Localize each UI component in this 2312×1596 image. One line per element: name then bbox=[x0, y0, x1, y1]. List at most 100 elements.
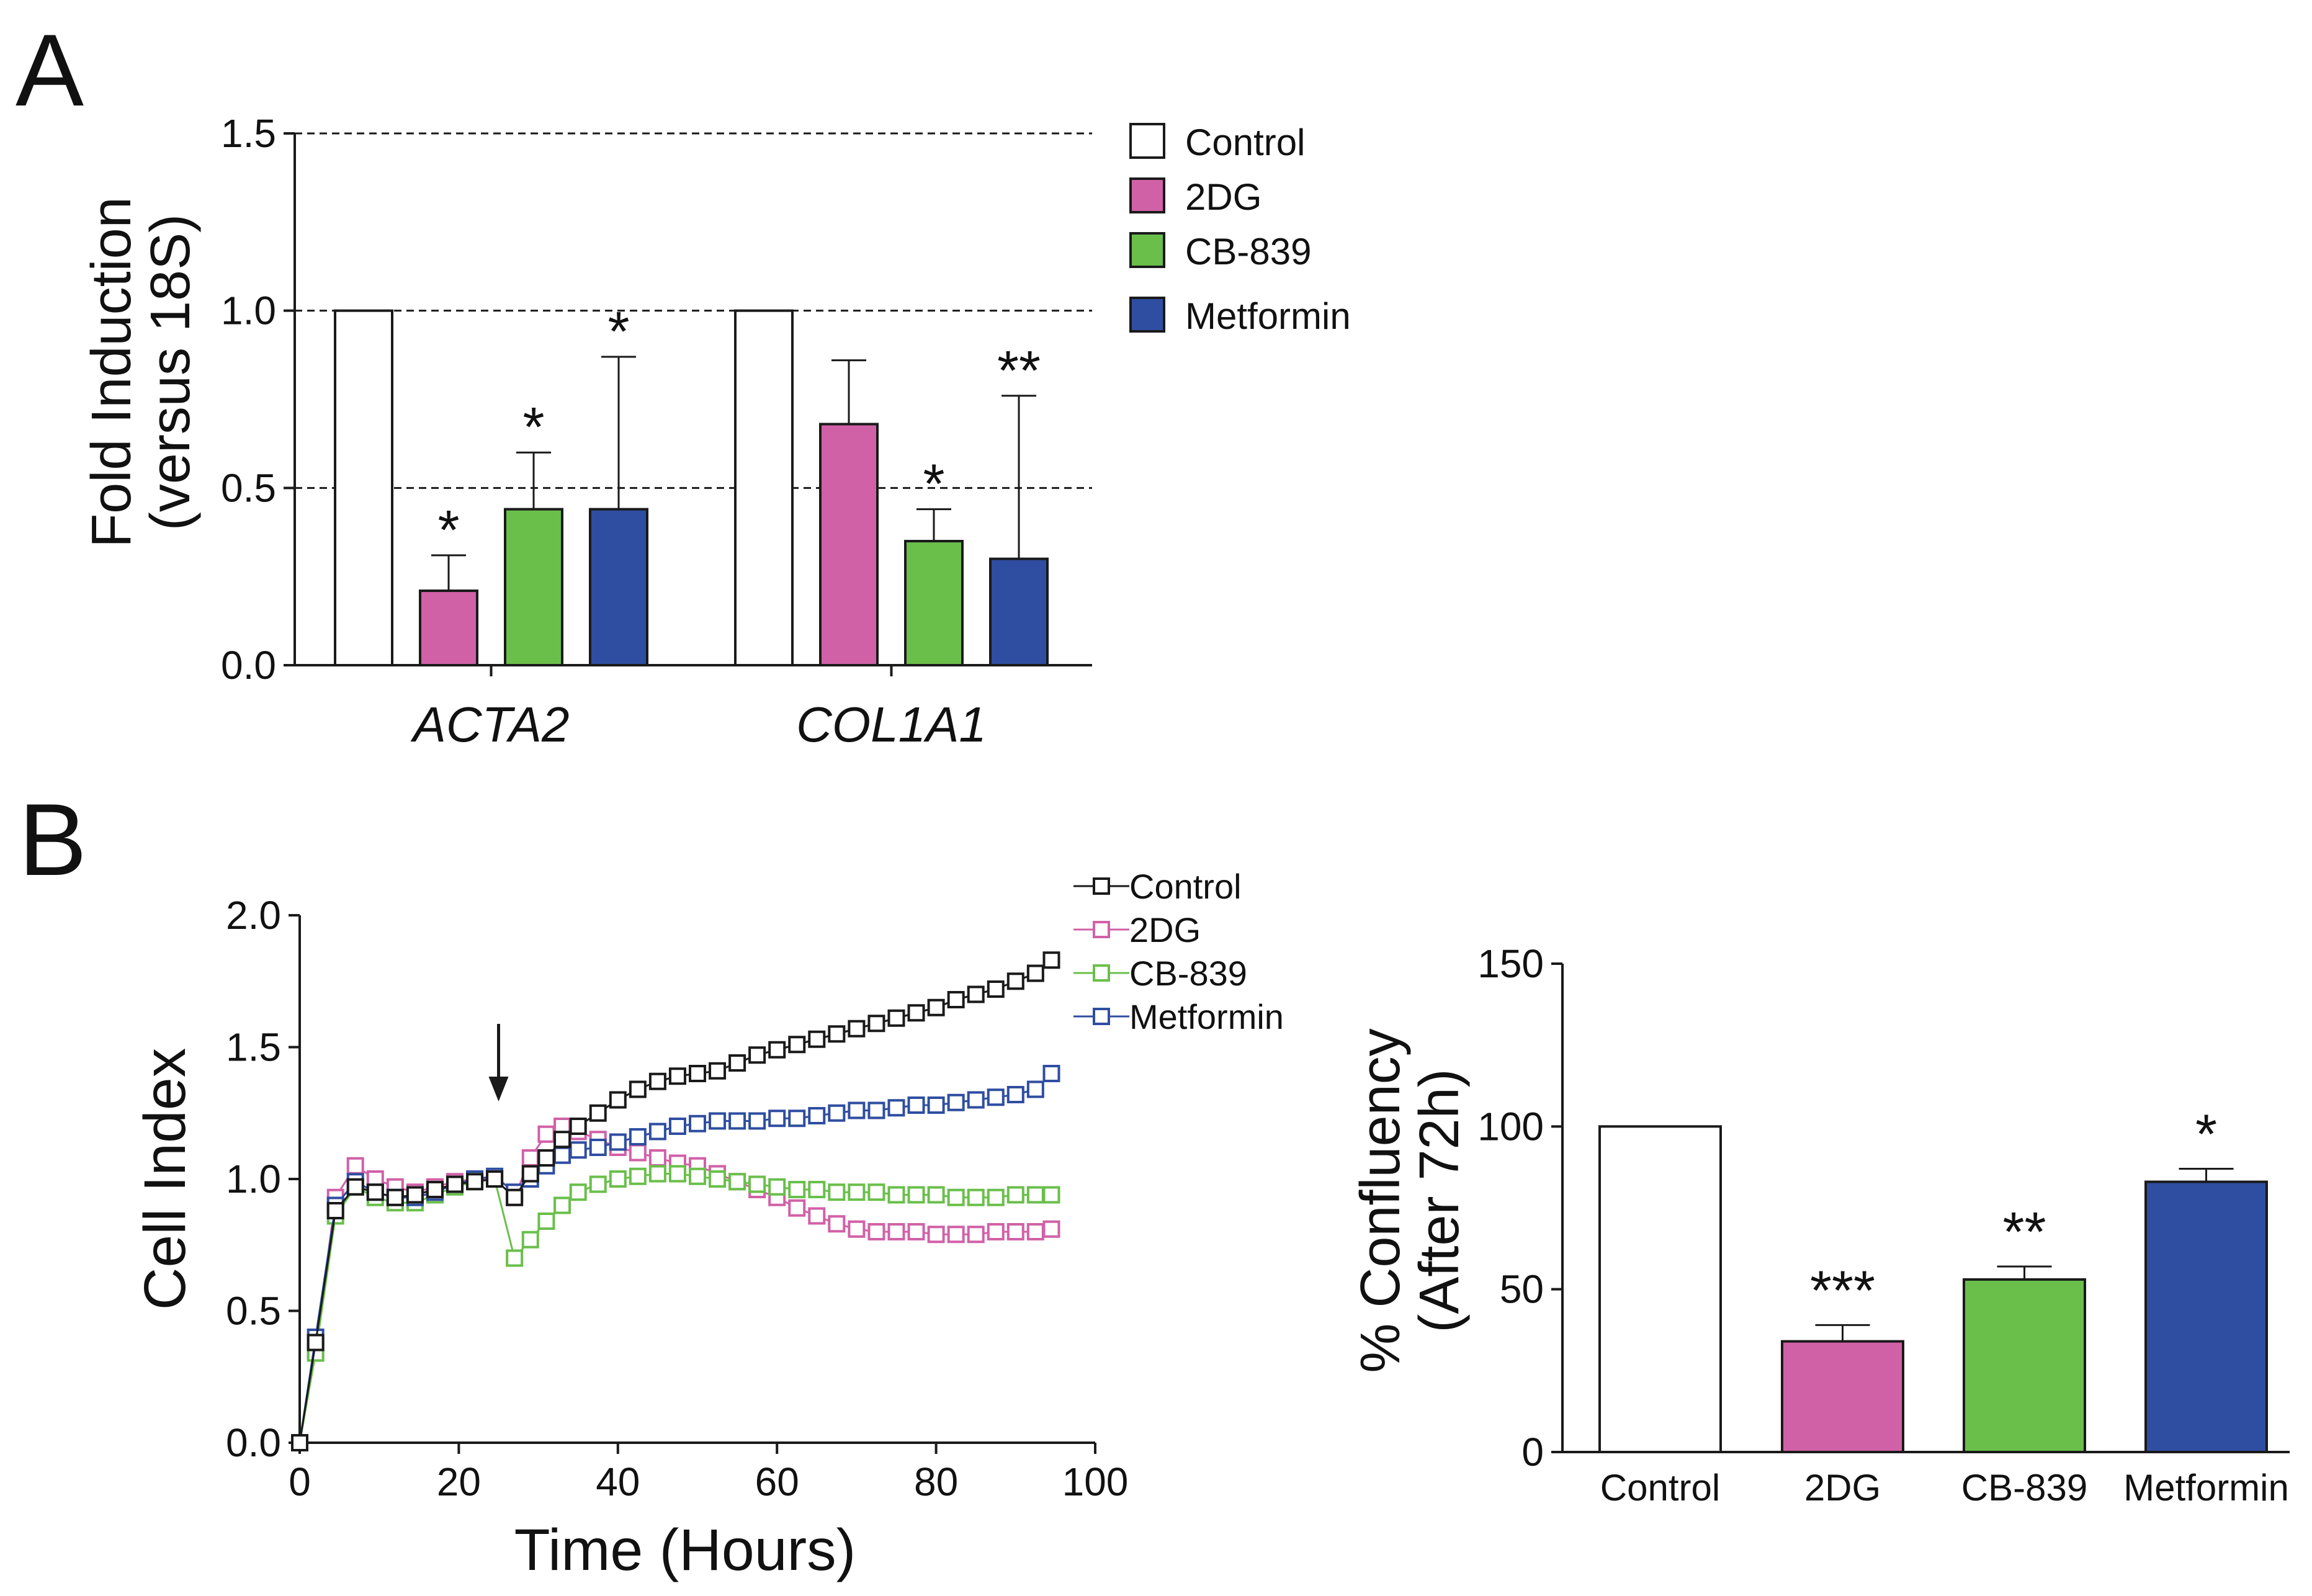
point-metformin bbox=[589, 1139, 607, 1156]
x-tick-label: 20 bbox=[437, 1459, 481, 1504]
legend-label-control: Control bbox=[1185, 122, 1305, 163]
bar-control bbox=[1598, 1125, 1722, 1454]
point-cb-839 bbox=[1026, 1186, 1044, 1204]
point-2dg bbox=[867, 1223, 885, 1240]
point-control bbox=[728, 1054, 746, 1072]
point-cb-839 bbox=[808, 1181, 826, 1198]
point-2dg bbox=[848, 1220, 866, 1238]
point-control bbox=[788, 1036, 806, 1054]
bar-acta2-cb-839 bbox=[504, 508, 563, 667]
legend-marker-cb-839 bbox=[1093, 964, 1110, 982]
x-tick-label: 0 bbox=[289, 1459, 311, 1504]
point-cb-839 bbox=[648, 1165, 666, 1183]
point-control bbox=[808, 1030, 826, 1048]
point-control bbox=[346, 1178, 364, 1196]
point-metformin bbox=[927, 1096, 945, 1114]
y-axis-label-line: % Confluency bbox=[1350, 1028, 1412, 1373]
point-cb-839 bbox=[848, 1183, 866, 1201]
point-cb-839 bbox=[788, 1181, 806, 1198]
point-metformin bbox=[569, 1141, 587, 1159]
x-tick-label: 100 bbox=[1062, 1459, 1129, 1504]
point-cb-839 bbox=[867, 1183, 885, 1201]
significance-label: * bbox=[437, 500, 459, 562]
x-tick-label: 80 bbox=[914, 1459, 958, 1504]
point-cb-839 bbox=[907, 1186, 925, 1204]
bar-col1a1-control bbox=[734, 309, 794, 666]
panel-label-a: A bbox=[16, 13, 84, 127]
point-control bbox=[609, 1091, 627, 1109]
point-metformin bbox=[987, 1088, 1005, 1106]
chart-b-cell-index: 0.0 0.5 1.0 1.5 2.0 0 20 40 60 80 100 Cell Index Tim… bbox=[132, 867, 1284, 1583]
treatment-arrow-head bbox=[488, 1077, 509, 1101]
point-2dg bbox=[629, 1144, 647, 1162]
point-control bbox=[366, 1183, 384, 1201]
point-cb-839 bbox=[768, 1178, 786, 1196]
series-line-metformin bbox=[298, 1072, 1052, 1443]
chart-b-confluency: Control *** 2DG ** CB-839 * Metformin 0 50 100 150… bbox=[1350, 941, 2290, 1509]
legend-swatch-control bbox=[1129, 123, 1165, 159]
point-2dg bbox=[947, 1226, 965, 1244]
series-line-2dg bbox=[298, 1125, 1052, 1443]
point-2dg bbox=[648, 1149, 666, 1167]
point-cb-839 bbox=[748, 1175, 766, 1193]
point-metformin bbox=[848, 1101, 866, 1119]
legend-marker-metformin bbox=[1093, 1008, 1110, 1025]
significance-label: * bbox=[607, 301, 629, 363]
point-control bbox=[307, 1334, 325, 1352]
x-axis-label: Time (Hours) bbox=[514, 1517, 856, 1583]
point-metformin bbox=[609, 1133, 627, 1151]
bar-acta2-control bbox=[334, 309, 393, 666]
point-cb-839 bbox=[1042, 1186, 1060, 1204]
point-2dg bbox=[907, 1223, 925, 1240]
point-control bbox=[967, 985, 985, 1003]
significance-label: * bbox=[923, 454, 944, 516]
point-2dg bbox=[927, 1226, 945, 1244]
legend-marker-control bbox=[1093, 877, 1110, 895]
y-tick-label: 0.0 bbox=[226, 1420, 281, 1465]
significance-label: ** bbox=[997, 340, 1041, 402]
y-tick-label: 1.5 bbox=[221, 111, 276, 156]
y-tick-label: 0.5 bbox=[221, 465, 276, 510]
y-tick-label: 2.0 bbox=[226, 893, 281, 938]
legend-label-2dg: 2DG bbox=[1185, 176, 1261, 218]
point-cb-839 bbox=[629, 1167, 647, 1185]
point-metformin bbox=[947, 1093, 965, 1111]
series-line-control bbox=[298, 959, 1052, 1443]
bar-col1a1-metformin bbox=[989, 557, 1049, 666]
point-2dg bbox=[828, 1215, 846, 1233]
point-control bbox=[386, 1188, 404, 1206]
point-cb-839 bbox=[947, 1188, 965, 1206]
x-tick-label: CB-839 bbox=[1961, 1467, 2087, 1509]
point-control bbox=[748, 1046, 766, 1064]
point-cb-839 bbox=[569, 1183, 587, 1201]
point-metformin bbox=[788, 1110, 806, 1128]
legend-label-cb-839: CB-839 bbox=[1129, 954, 1247, 993]
point-control bbox=[521, 1165, 539, 1183]
point-2dg bbox=[521, 1149, 539, 1167]
point-control bbox=[828, 1025, 846, 1043]
point-cb-839 bbox=[987, 1188, 1005, 1206]
point-control bbox=[848, 1020, 866, 1038]
legend-label-metformin: Metformin bbox=[1129, 997, 1284, 1036]
point-control bbox=[569, 1118, 587, 1135]
legend-label-cb-839: CB-839 bbox=[1185, 231, 1311, 272]
point-metformin bbox=[768, 1110, 786, 1128]
point-control bbox=[1006, 972, 1024, 990]
point-cb-839 bbox=[689, 1167, 706, 1185]
point-control bbox=[553, 1131, 571, 1149]
point-metformin bbox=[887, 1099, 905, 1117]
significance-label: ** bbox=[2002, 1201, 2046, 1263]
significance-label: *** bbox=[1810, 1260, 1875, 1322]
x-tick-label: 2DG bbox=[1804, 1467, 1881, 1509]
point-control bbox=[689, 1065, 706, 1082]
point-cb-839 bbox=[709, 1170, 727, 1188]
point-control bbox=[987, 980, 1005, 998]
point-control bbox=[1026, 964, 1044, 982]
point-control bbox=[466, 1173, 484, 1191]
x-tick-label: ACTA2 bbox=[411, 697, 570, 752]
point-cb-839 bbox=[589, 1175, 607, 1193]
point-metformin bbox=[748, 1112, 766, 1130]
point-control bbox=[486, 1170, 504, 1188]
